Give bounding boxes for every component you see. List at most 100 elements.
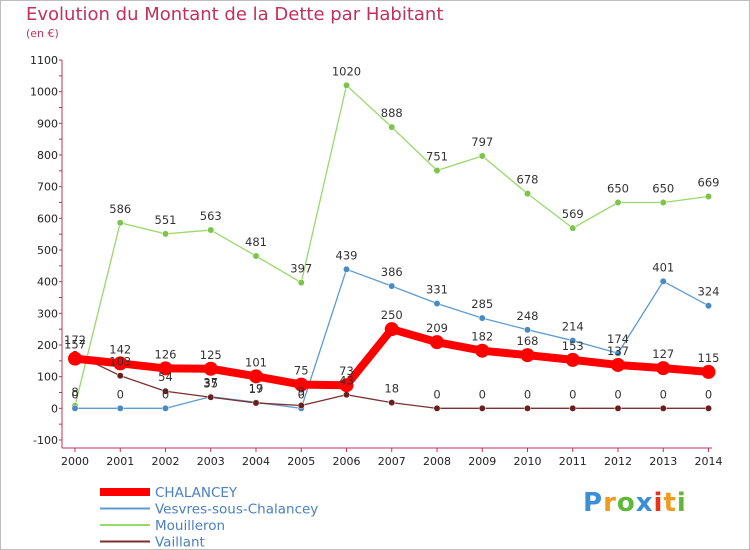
x-tick-label: 2014 (695, 455, 723, 468)
data-label-vaillant: 17 (249, 382, 264, 396)
y-tick-label: 500 (37, 244, 58, 257)
data-point-vaillant (116, 372, 124, 380)
data-label-vaillant: 103 (109, 355, 131, 369)
data-label-chalancey: 126 (155, 347, 177, 361)
y-tick-label: -100 (33, 434, 58, 447)
x-tick-label: 2008 (423, 455, 451, 468)
data-point-mouilleron (388, 123, 396, 131)
data-point-chalancey (339, 378, 354, 393)
legend: CHALANCEYVesvres-sous-ChalanceyMouillero… (100, 485, 318, 550)
data-point-mouilleron (705, 193, 712, 200)
data-label-mouilleron: 751 (426, 150, 448, 164)
data-point-vesvres-sous-chalancey (116, 404, 124, 412)
data-label-mouilleron: 678 (517, 173, 539, 187)
y-tick-label: 200 (37, 339, 58, 352)
x-tick-label: 2009 (468, 455, 496, 468)
data-point-mouilleron (614, 199, 622, 206)
data-label-chalancey: 250 (381, 308, 403, 322)
data-label-vesvres-sous-chalancey: 248 (517, 309, 539, 323)
data-point-vesvres-sous-chalancey (614, 349, 622, 357)
data-label-chalancey: 73 (339, 364, 354, 378)
data-point-mouilleron (297, 279, 305, 287)
data-label-chalancey: 153 (562, 339, 584, 353)
data-point-chalancey (68, 351, 82, 366)
data-label-mouilleron: 586 (109, 202, 131, 216)
data-point-vesvres-sous-chalancey (478, 314, 486, 322)
data-point-chalancey (701, 364, 716, 379)
data-label-vesvres-sous-chalancey: 331 (426, 283, 448, 297)
data-label-mouilleron: 8 (71, 385, 78, 399)
data-point-mouilleron (116, 219, 124, 227)
data-point-vesvres-sous-chalancey (659, 277, 667, 285)
data-point-vaillant (297, 402, 305, 409)
data-label-vaillant: 0 (660, 387, 667, 401)
data-point-mouilleron (343, 81, 350, 89)
data-label-chalancey: 168 (517, 334, 539, 348)
y-tick-label: 900 (37, 117, 58, 130)
data-label-vaillant: 172 (64, 333, 86, 347)
data-point-vaillant (478, 404, 486, 412)
data-label-vaillant: 35 (203, 376, 218, 390)
data-point-chalancey (611, 357, 625, 372)
data-label-chalancey: 137 (607, 344, 629, 358)
data-label-vaillant: 0 (705, 387, 712, 401)
data-point-mouilleron (252, 252, 260, 260)
data-label-vesvres-sous-chalancey: 386 (381, 265, 403, 279)
chart-title: Evolution du Montant de la Dette par Hab… (26, 4, 444, 25)
logo-letter: P (583, 488, 604, 518)
data-point-vesvres-sous-chalancey (343, 265, 350, 273)
data-point-chalancey (384, 322, 399, 337)
logo-letter: o (616, 488, 636, 518)
legend-label-mouilleron: Mouilleron (155, 518, 225, 534)
series-layer (68, 81, 716, 412)
data-label-chalancey: 142 (109, 342, 131, 356)
data-point-chalancey (158, 361, 173, 376)
x-tick-label: 2002 (152, 455, 180, 468)
data-point-vaillant (524, 404, 531, 412)
data-label-vaillant: 0 (569, 387, 576, 401)
data-label-mouilleron: 563 (200, 209, 222, 223)
data-label-vaillant: 18 (384, 382, 399, 396)
data-label-mouilleron: 569 (562, 207, 584, 221)
data-label-mouilleron: 888 (381, 106, 403, 120)
data-label-chalancey: 209 (426, 321, 448, 335)
data-point-vaillant (388, 399, 396, 407)
y-tick-label: 600 (37, 212, 58, 225)
data-point-chalancey (565, 352, 580, 367)
data-label-vesvres-sous-chalancey: 19 (249, 381, 264, 395)
y-tick-label: 0 (51, 402, 58, 415)
data-label-mouilleron: 650 (652, 182, 674, 196)
data-label-vesvres-sous-chalancey: 37 (203, 376, 218, 390)
data-label-mouilleron: 650 (607, 182, 629, 196)
data-label-chalancey: 125 (200, 348, 222, 362)
data-label-chalancey: 127 (652, 347, 674, 361)
data-point-chalancey (475, 343, 490, 358)
data-label-mouilleron: 551 (155, 213, 177, 227)
data-label-vesvres-sous-chalancey: 214 (562, 320, 584, 334)
logo-letter: i (676, 488, 687, 518)
x-tick-label: 2011 (559, 455, 587, 468)
data-point-mouilleron (524, 190, 531, 198)
data-point-vesvres-sous-chalancey (71, 404, 79, 412)
data-label-vaillant: 43 (339, 374, 354, 388)
y-tick-label: 1100 (30, 54, 58, 67)
data-label-vesvres-sous-chalancey: 0 (162, 387, 169, 401)
data-label-vesvres-sous-chalancey: 324 (698, 285, 720, 299)
chart-subtitle: (en €) (26, 27, 59, 40)
logo-letter: r (603, 488, 617, 518)
data-point-mouilleron (433, 167, 441, 174)
data-label-mouilleron: 1020 (332, 64, 361, 78)
data-point-vaillant (252, 399, 260, 407)
data-label-vesvres-sous-chalancey: 0 (117, 387, 124, 401)
data-point-vesvres-sous-chalancey (569, 337, 577, 345)
axes: -100010020030040050060070080090010001100… (30, 54, 723, 468)
x-tick-label: 2003 (197, 455, 225, 468)
data-point-mouilleron (569, 224, 577, 232)
data-point-chalancey (249, 369, 263, 384)
data-label-mouilleron: 397 (290, 262, 312, 276)
y-tick-label: 800 (37, 149, 58, 162)
y-tick-label: 100 (37, 371, 58, 384)
data-point-chalancey (113, 356, 128, 371)
data-label-vesvres-sous-chalancey: 285 (471, 297, 493, 311)
